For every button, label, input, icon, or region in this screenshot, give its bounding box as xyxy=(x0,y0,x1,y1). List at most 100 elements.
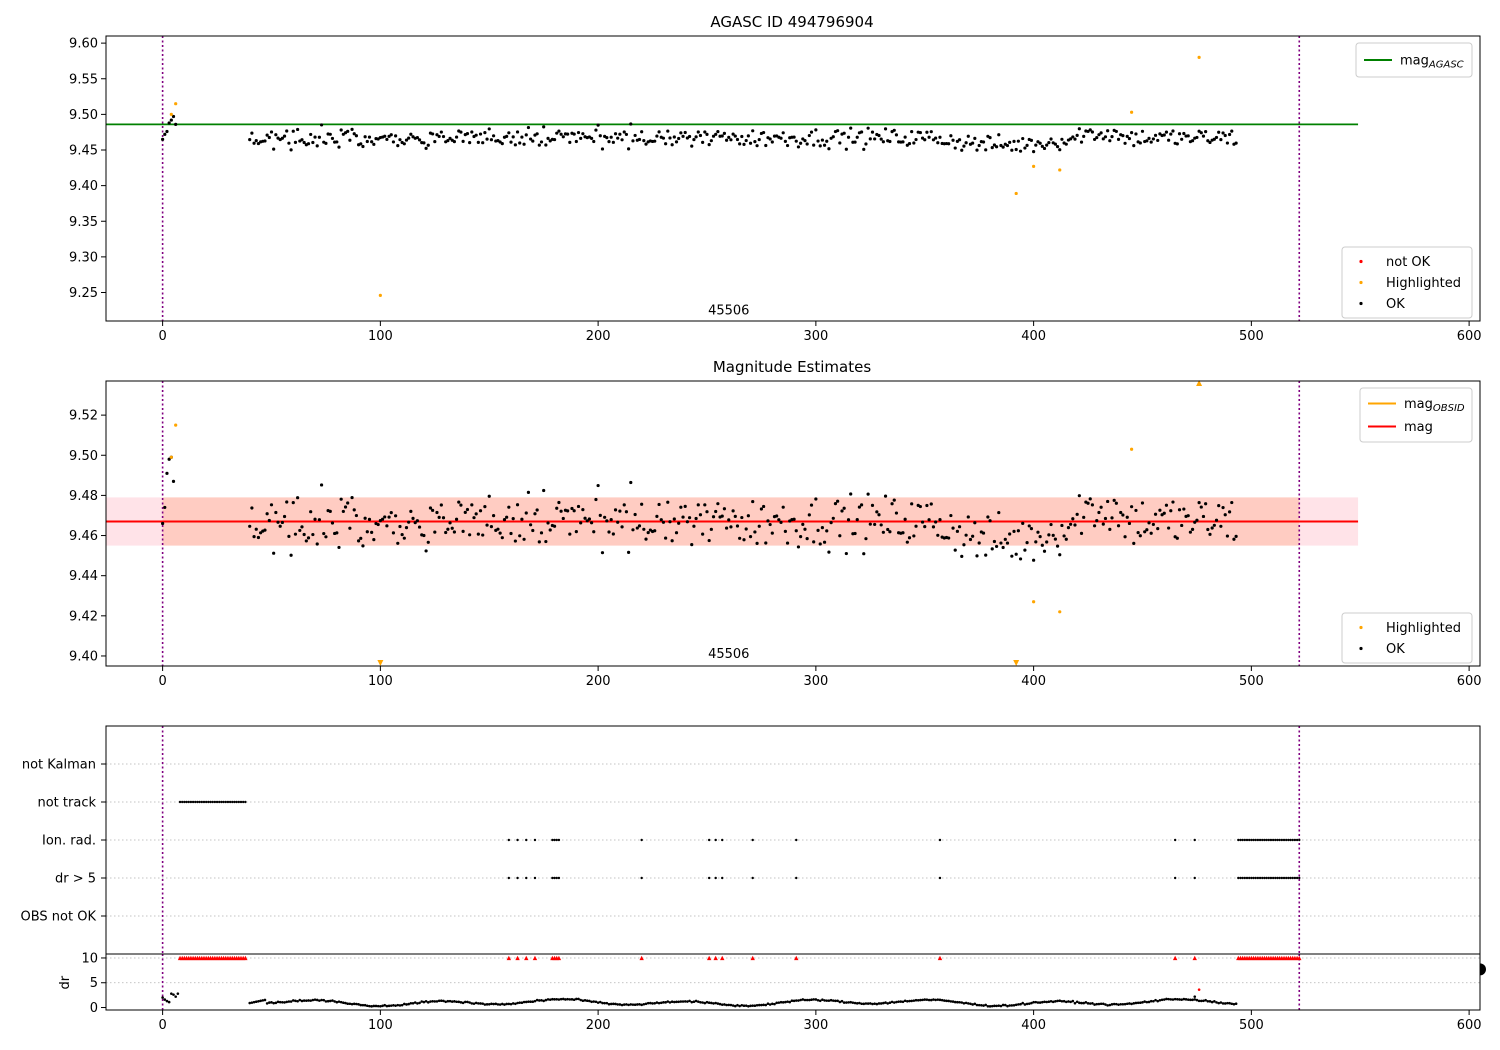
dr-point xyxy=(318,999,321,1002)
ok-point xyxy=(753,530,757,534)
flag-point xyxy=(1245,838,1249,842)
dr-point xyxy=(437,999,441,1003)
ok-point xyxy=(1169,132,1173,136)
ok-point xyxy=(711,515,716,519)
dr-point xyxy=(448,999,452,1003)
flag-category-label: not track xyxy=(37,796,96,811)
flag-point xyxy=(721,876,724,880)
dr-point xyxy=(792,999,796,1003)
dr-point xyxy=(1149,999,1153,1003)
ok-point xyxy=(611,532,615,536)
dr-point xyxy=(392,1003,395,1007)
ok-point xyxy=(1001,145,1005,149)
flag-point xyxy=(1276,876,1279,880)
ok-point xyxy=(677,521,681,525)
ok-point xyxy=(1012,139,1016,143)
ok-point xyxy=(729,525,733,529)
dr-point xyxy=(1008,1004,1011,1007)
dr-point xyxy=(270,1001,273,1004)
dr-point xyxy=(1119,1002,1123,1006)
ok-point xyxy=(838,534,842,538)
ok-point xyxy=(1075,512,1079,516)
ok-point xyxy=(683,130,687,135)
dr-point xyxy=(1158,998,1162,1002)
ok-point xyxy=(315,144,319,148)
dr-point xyxy=(609,1002,613,1006)
dr-point xyxy=(1193,998,1197,1001)
dr-point xyxy=(561,997,565,1001)
dr-point xyxy=(1132,1002,1136,1005)
ok-point xyxy=(435,133,439,137)
ok-point xyxy=(672,517,676,521)
ok-point xyxy=(923,525,927,529)
dr-point xyxy=(640,1003,643,1007)
dr-point xyxy=(988,1005,992,1008)
ok-point xyxy=(753,139,757,144)
dr-capped-marker xyxy=(532,955,538,961)
ok-point xyxy=(570,506,574,511)
ok-point xyxy=(485,137,489,141)
ok-point xyxy=(1136,530,1140,535)
dr-point xyxy=(161,996,164,999)
ok-point xyxy=(618,509,622,513)
dr-point xyxy=(1012,1003,1016,1007)
flag-point xyxy=(1261,838,1264,842)
highlighted-point xyxy=(169,112,173,116)
ok-point xyxy=(701,140,705,144)
dr-point xyxy=(383,1003,387,1007)
ok-point xyxy=(433,530,437,534)
ok-point xyxy=(731,132,735,136)
ok-point xyxy=(1010,554,1014,558)
dr-point xyxy=(877,1002,881,1005)
dr-point xyxy=(790,999,794,1003)
ok-point xyxy=(918,504,922,509)
ok-point xyxy=(727,135,731,139)
ok-point xyxy=(1064,537,1068,541)
ok-point xyxy=(555,506,559,510)
ok-point xyxy=(822,540,827,544)
ok-point xyxy=(263,139,267,143)
ok-point xyxy=(879,137,883,141)
ok-point xyxy=(644,142,648,146)
flag-point xyxy=(1287,838,1290,842)
highlighted-point xyxy=(1032,164,1036,168)
ok-point xyxy=(370,530,374,534)
dr-point xyxy=(296,999,299,1003)
clipped-point-marker xyxy=(1480,963,1486,976)
ok-point xyxy=(518,534,522,538)
dr-point xyxy=(873,1002,876,1005)
ok-point xyxy=(1012,529,1016,533)
dr-point xyxy=(442,999,445,1003)
dr-point xyxy=(725,1003,728,1007)
ok-point xyxy=(947,142,951,146)
flag-point xyxy=(525,876,528,880)
dr-point xyxy=(997,1004,1001,1007)
dr-point xyxy=(1123,1002,1127,1006)
dr-point xyxy=(381,1004,384,1008)
ok-point xyxy=(161,521,165,526)
dr-point xyxy=(435,1000,439,1003)
ok-point xyxy=(1125,134,1129,138)
x-tick-label: 400 xyxy=(1021,674,1046,689)
dr-point xyxy=(572,998,576,1002)
dr-point xyxy=(357,1003,360,1006)
ok-point xyxy=(252,535,256,539)
dr-point xyxy=(309,999,312,1002)
ok-point xyxy=(977,143,981,148)
ok-point xyxy=(609,517,613,522)
dr-point xyxy=(1069,1000,1072,1004)
flag-point xyxy=(640,876,643,880)
ok-point xyxy=(542,125,546,129)
ok-point xyxy=(1097,510,1101,515)
ok-point xyxy=(437,134,441,139)
ok-point xyxy=(1182,507,1186,511)
ok-point xyxy=(1086,501,1090,505)
dr-point xyxy=(982,1004,985,1007)
dr-point xyxy=(932,998,935,1001)
flag-point xyxy=(196,800,199,804)
ok-point xyxy=(812,540,816,544)
ok-point xyxy=(417,138,422,142)
dr-point xyxy=(531,1000,535,1004)
dr-point xyxy=(1108,1003,1112,1007)
dr-point xyxy=(801,998,805,1001)
